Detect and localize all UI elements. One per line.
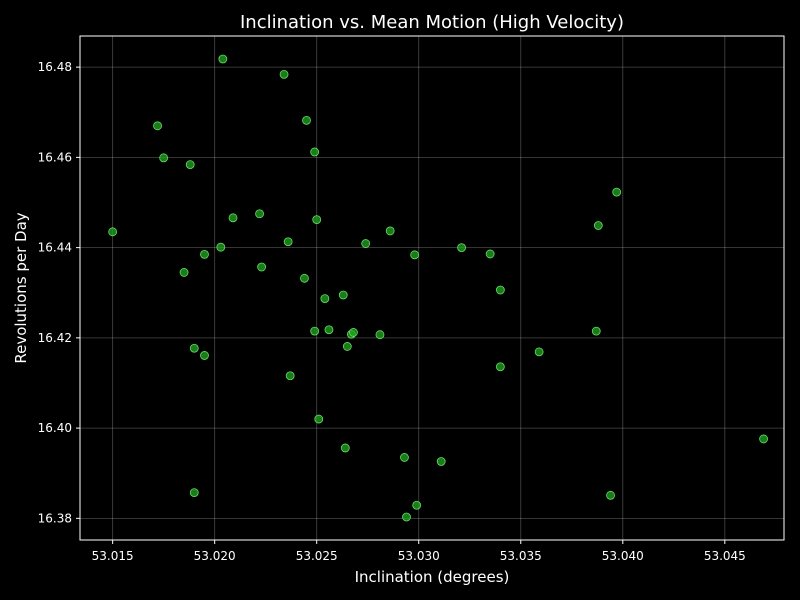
data-point xyxy=(320,294,330,304)
data-point xyxy=(159,153,169,163)
y-axis-ticks: 16.38 16.40 16.42 16.44 16.46 16.48 xyxy=(38,60,80,525)
y-tick-label: 16.46 xyxy=(38,150,72,164)
data-point xyxy=(200,249,209,259)
x-tick-label: 53.045 xyxy=(704,549,746,563)
x-tick-label: 53.015 xyxy=(92,549,134,563)
x-tick-label: 53.030 xyxy=(398,549,440,563)
data-point xyxy=(228,213,238,223)
plot-frame xyxy=(79,35,785,541)
data-point xyxy=(310,147,320,157)
data-point xyxy=(759,434,768,444)
data-point xyxy=(279,69,289,79)
y-axis-label: Revolutions per Day xyxy=(12,212,30,363)
data-point xyxy=(593,221,603,230)
x-tick-label: 53.035 xyxy=(500,549,542,563)
x-tick-label: 53.020 xyxy=(194,549,236,563)
data-point xyxy=(257,262,267,272)
data-point xyxy=(591,326,601,336)
data-point xyxy=(436,457,446,466)
data-points xyxy=(108,54,768,522)
data-point xyxy=(400,453,409,462)
data-point xyxy=(255,209,264,219)
data-point xyxy=(185,160,195,169)
data-point xyxy=(534,347,544,357)
data-point xyxy=(495,285,505,295)
grid xyxy=(80,36,784,540)
data-point xyxy=(300,273,309,283)
data-point xyxy=(340,443,350,453)
data-point xyxy=(402,512,411,522)
data-point xyxy=(385,226,395,236)
chart-title: Inclination vs. Mean Motion (High Veloci… xyxy=(240,12,624,33)
data-point xyxy=(457,243,466,253)
x-tick-label: 53.025 xyxy=(296,549,338,563)
y-tick-label: 16.40 xyxy=(38,421,72,435)
data-point xyxy=(179,268,189,277)
y-tick-label: 16.38 xyxy=(38,511,72,525)
data-point xyxy=(361,239,371,248)
y-tick-label: 16.48 xyxy=(38,60,72,74)
data-point xyxy=(310,326,320,336)
data-point xyxy=(410,250,420,260)
x-axis-label: Inclination (degrees) xyxy=(355,568,510,586)
data-point xyxy=(189,343,199,353)
data-point xyxy=(218,54,228,64)
data-point xyxy=(342,342,352,351)
data-point xyxy=(338,290,348,300)
data-point xyxy=(612,187,622,197)
data-point xyxy=(349,328,358,337)
data-point xyxy=(302,115,311,125)
data-point xyxy=(200,351,209,360)
x-tick-label: 53.040 xyxy=(602,549,644,563)
data-point xyxy=(216,242,226,252)
data-point xyxy=(324,325,334,335)
data-point xyxy=(312,215,322,225)
data-point xyxy=(495,362,505,372)
y-tick-label: 16.44 xyxy=(38,241,72,255)
data-point xyxy=(108,227,118,237)
data-point xyxy=(285,371,295,381)
data-point xyxy=(485,249,495,259)
data-point xyxy=(606,490,615,500)
data-point xyxy=(375,330,385,340)
data-point xyxy=(153,121,162,131)
data-point xyxy=(283,237,293,247)
x-axis-ticks: 53.015 53.020 53.025 53.030 53.035 53.040 53.0… xyxy=(92,540,746,563)
data-point xyxy=(189,488,199,498)
data-point xyxy=(412,500,422,510)
y-tick-label: 16.42 xyxy=(38,331,72,345)
data-point xyxy=(314,414,324,424)
